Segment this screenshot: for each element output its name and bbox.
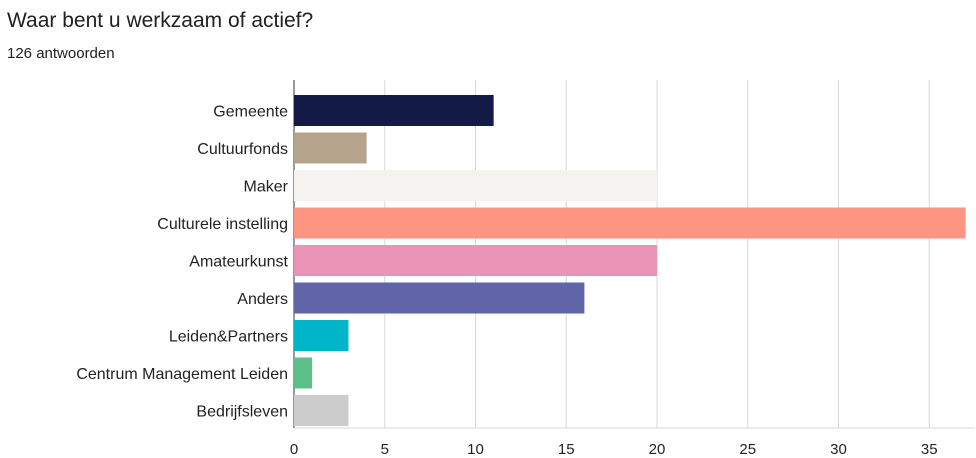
x-tick-label: 15: [558, 441, 575, 458]
x-tick-label: 10: [467, 441, 484, 458]
bar[interactable]: [294, 170, 657, 201]
bar[interactable]: [294, 395, 349, 426]
bar[interactable]: [294, 282, 585, 314]
category-label: Culturele instelling: [157, 216, 288, 233]
x-tick-label: 0: [290, 441, 298, 458]
x-tick-label: 35: [921, 441, 938, 458]
bar[interactable]: [294, 320, 349, 351]
bar[interactable]: [294, 357, 313, 389]
category-label: Bedrijfsleven: [196, 404, 288, 421]
bar[interactable]: [294, 132, 367, 164]
x-tick-label: 5: [381, 441, 389, 458]
bar[interactable]: [294, 245, 657, 276]
category-label: Centrum Management Leiden: [76, 366, 288, 383]
bar[interactable]: [294, 95, 494, 126]
bar[interactable]: [294, 207, 966, 239]
x-tick-label: 30: [830, 441, 847, 458]
category-label: Maker: [244, 179, 289, 196]
question-title: Waar bent u werkzaam of actief?: [7, 9, 314, 32]
response-count: 126 antwoorden: [7, 45, 115, 62]
category-label: Gemeente: [213, 104, 288, 121]
category-label: Cultuurfonds: [197, 141, 288, 158]
category-label: Anders: [237, 291, 288, 308]
x-tick-label: 25: [739, 441, 756, 458]
category-label: Leiden&Partners: [169, 329, 288, 346]
category-label: Amateurkunst: [189, 254, 288, 271]
x-tick-label: 20: [649, 441, 666, 458]
